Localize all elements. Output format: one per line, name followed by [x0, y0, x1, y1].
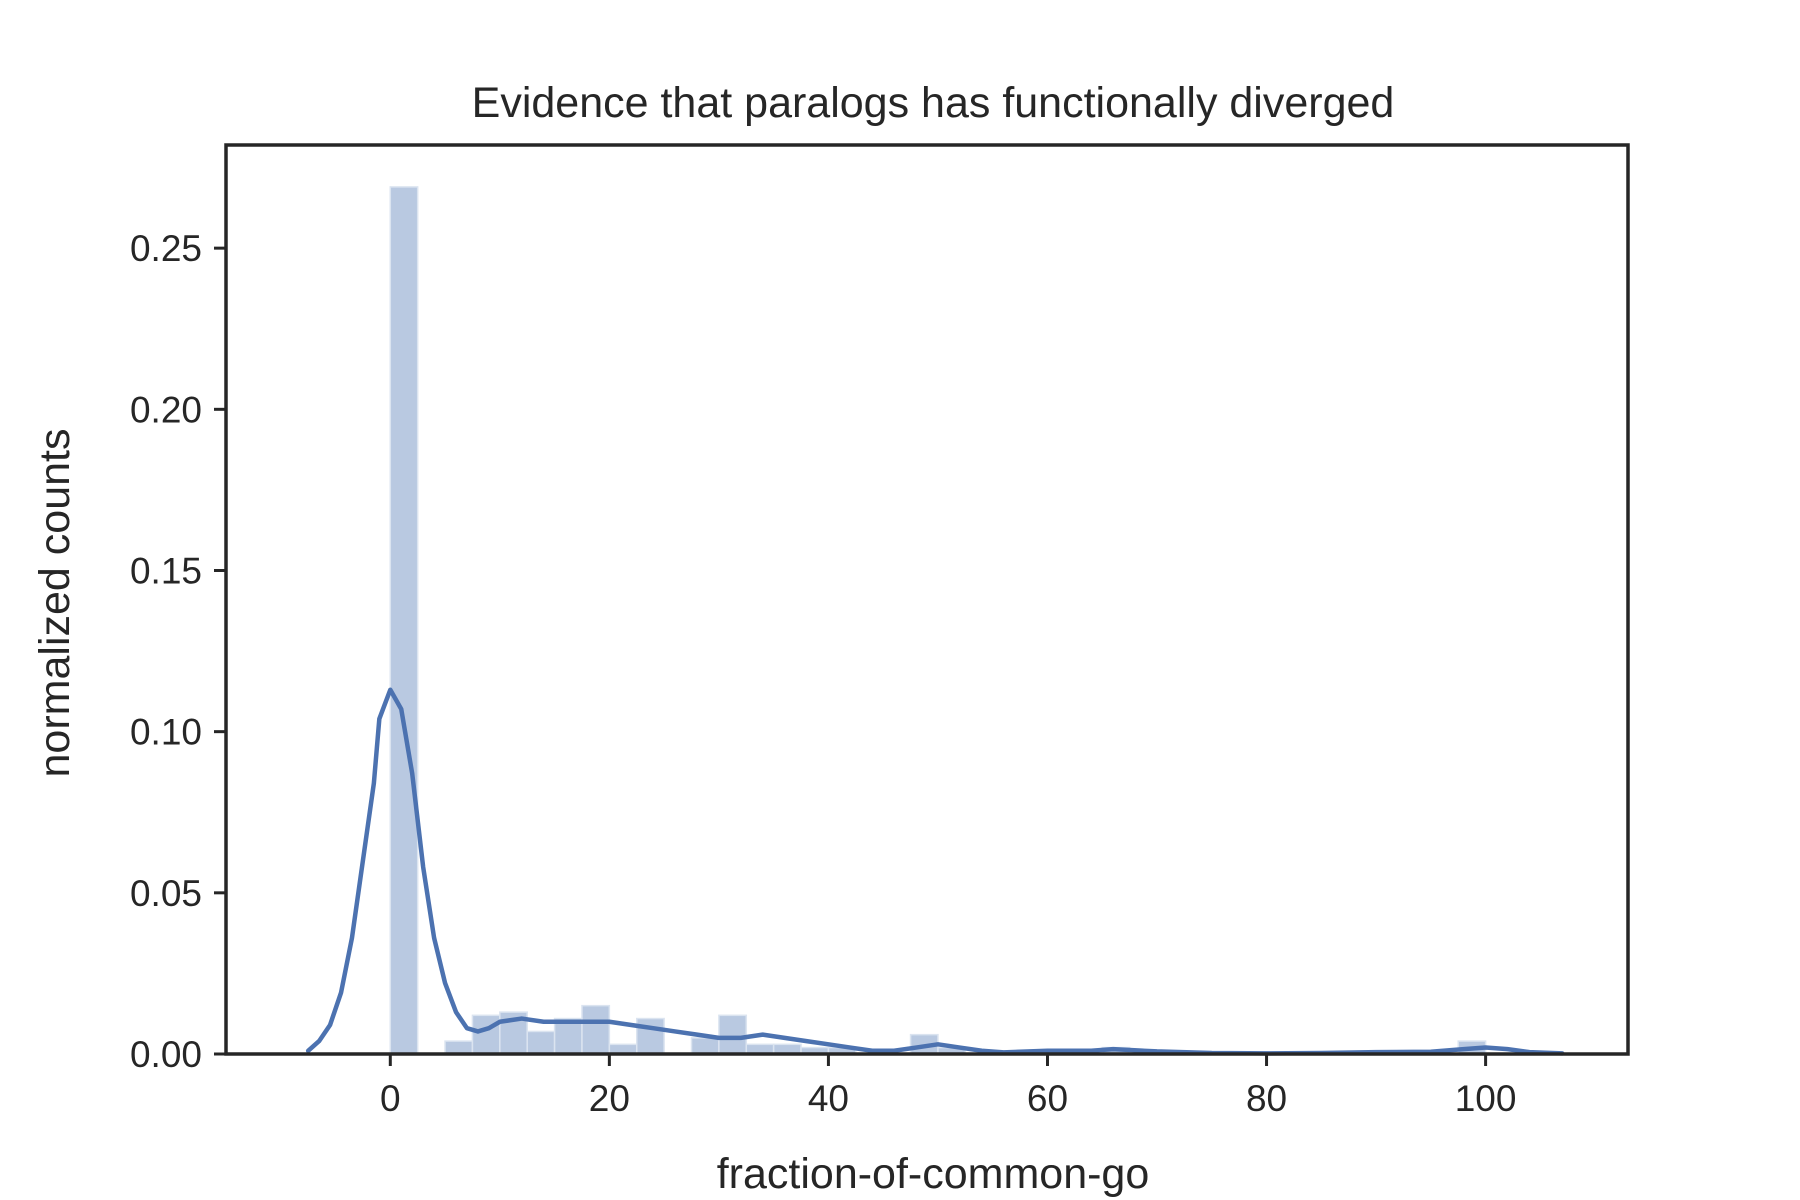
y-tick-label: 0.15	[130, 550, 202, 591]
x-axis: 0 20 40 60 80 100	[380, 1054, 1516, 1119]
x-tick-label: 100	[1455, 1078, 1517, 1119]
histogram-bar	[718, 1014, 748, 1055]
x-tick-label: 20	[589, 1078, 630, 1119]
x-tick-label: 0	[380, 1078, 401, 1119]
histogram-bar	[471, 1014, 501, 1055]
histogram-bar	[526, 1030, 556, 1055]
chart-title: Evidence that paralogs has functionally …	[472, 79, 1395, 127]
y-tick-label: 0.00	[130, 1034, 202, 1075]
histogram-bar	[635, 1017, 665, 1055]
y-tick-label: 0.25	[130, 228, 202, 269]
x-tick-label: 60	[1027, 1078, 1068, 1119]
y-axis-label: normalized counts	[31, 429, 79, 778]
histogram-bar	[690, 1037, 720, 1055]
y-tick-label: 0.20	[130, 389, 202, 430]
x-tick-label: 80	[1246, 1078, 1287, 1119]
histogram-bar	[389, 186, 419, 1055]
y-axis: 0.00 0.05 0.10 0.15 0.20 0.25	[130, 228, 226, 1075]
histogram-bar	[444, 1040, 474, 1055]
plot-area-frame	[224, 143, 1630, 1056]
x-tick-label: 40	[808, 1078, 849, 1119]
y-tick-label: 0.05	[130, 873, 202, 914]
histogram-bar	[581, 1004, 611, 1055]
y-tick-label: 0.10	[130, 712, 202, 753]
x-axis-label: fraction-of-common-go	[717, 1150, 1150, 1198]
